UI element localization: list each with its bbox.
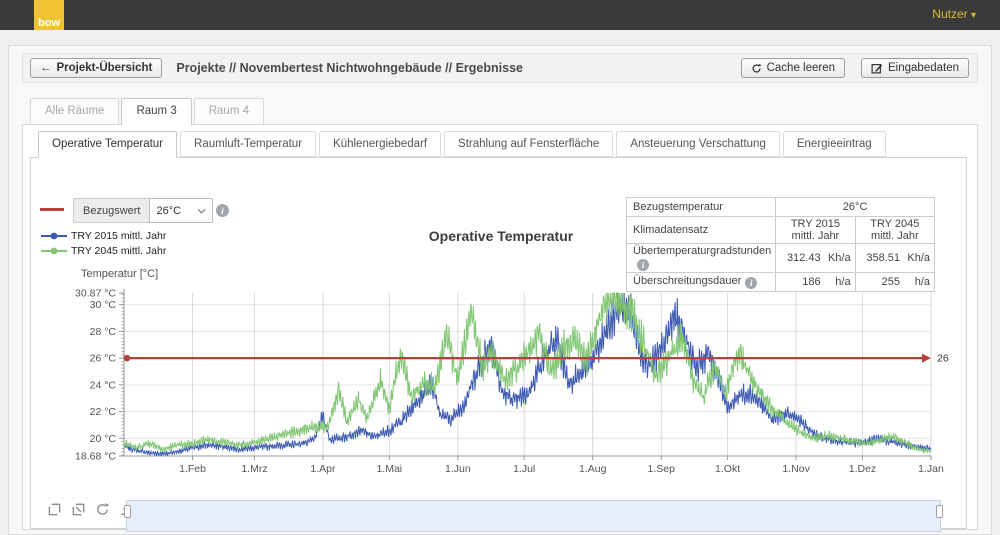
info-icon[interactable]: i (637, 259, 649, 271)
user-menu-label: Nutzer (932, 7, 968, 21)
svg-text:18.68 °C: 18.68 °C (75, 451, 116, 463)
tab-raum-4[interactable]: Raum 4 (193, 98, 265, 124)
line-dot-swatch (41, 232, 67, 240)
zoom-window-icon[interactable] (47, 502, 62, 517)
svg-text:28 °C: 28 °C (90, 326, 117, 338)
table-row: Klimadatensatz TRY 2015 mittl. Jahr TRY … (625, 216, 936, 244)
tab-strahlung-fensterflaeche[interactable]: Strahlung auf Fensterfläche (444, 131, 614, 157)
tab-ansteuerung-verschattung[interactable]: Ansteuerung Verschattung (616, 131, 780, 157)
svg-text:30 °C: 30 °C (90, 299, 117, 311)
svg-text:1.Jun: 1.Jun (445, 463, 471, 475)
chevron-down-icon: ▾ (970, 10, 976, 21)
clear-cache-button[interactable]: Cache leeren (740, 58, 846, 78)
svg-text:24 °C: 24 °C (90, 379, 117, 391)
chart-title: Operative Temperatur (428, 228, 574, 244)
reset-zoom-icon[interactable] (95, 502, 110, 517)
zoom-out-window-icon[interactable] (71, 502, 86, 517)
refresh-icon (751, 63, 762, 74)
tab-energieeintrag[interactable]: Energieeintrag (782, 131, 886, 157)
arrow-left-icon: ← (40, 62, 52, 74)
tab-raum-3[interactable]: Raum 3 (121, 98, 192, 125)
reference-control: Bezugswert 26°C (73, 198, 214, 223)
tab-alle-raeume[interactable]: Alle Räume (30, 98, 120, 124)
svg-text:20 °C: 20 °C (90, 433, 117, 445)
room-tabs: Alle Räume Raum 3 Raum 4 (30, 98, 266, 125)
svg-text:1.Feb: 1.Feb (179, 463, 206, 475)
input-data-button[interactable]: Eingabedaten (861, 58, 969, 78)
table-row: Bezugstemperatur 26°C (625, 197, 935, 217)
range-handle-right[interactable] (936, 505, 943, 518)
reference-temperature-select[interactable]: 26°C (149, 198, 214, 223)
svg-text:1.Sep: 1.Sep (648, 463, 676, 475)
range-handle-left[interactable] (124, 505, 131, 518)
series-legend: TRY 2015 mittl. Jahr TRY 2045 mittl. Jah… (41, 230, 166, 257)
chevron-down-icon (197, 205, 207, 217)
svg-text:1.Jan: 1.Jan (918, 463, 944, 475)
table-row: Überschreitungsdauer i 186 h/a 255 h/a (625, 272, 936, 292)
breadcrumb: Projekte // Novembertest Nichtwohngebäud… (176, 61, 523, 75)
temperature-chart[interactable]: 30.87 °C30 °C 28 °C 26 °C 24 °C 22 °C 20 °C 18… (31, 158, 968, 498)
edit-icon (871, 62, 883, 74)
svg-text:1.Mai: 1.Mai (376, 463, 402, 475)
result-tabs: Operative Temperatur Raumluft-Temperatur… (38, 131, 889, 158)
chart-card: 30.87 °C 30 °C 28 °C 26 °C 24 °C 22 °C 20 °C 18… (30, 157, 968, 532)
svg-text:1.Okt: 1.Okt (715, 463, 740, 475)
back-to-project-overview-button[interactable]: ← Projekt-Übersicht (30, 58, 163, 78)
svg-text:26: 26 (937, 353, 949, 365)
tab-kuehlenergiebedarf[interactable]: Kühlenergiebedarf (319, 131, 442, 157)
reference-label: Bezugswert (73, 198, 150, 223)
svg-text:1.Apr: 1.Apr (310, 463, 336, 475)
chart-toolbar (47, 502, 134, 517)
svg-text:26 °C: 26 °C (90, 353, 117, 365)
tab-operative-temperatur[interactable]: Operative Temperatur (38, 131, 178, 158)
legend-item-try2045[interactable]: TRY 2045 mittl. Jahr (41, 245, 166, 257)
legend-item-try2015[interactable]: TRY 2015 mittl. Jahr (41, 230, 166, 242)
table-row: Übertemperaturgradstundeni 312.43 Kh/a 35… (625, 243, 936, 273)
app-logo[interactable]: bow (34, 0, 64, 30)
svg-text:1.Nov: 1.Nov (782, 463, 810, 475)
breadcrumb-bar: ← Projekt-Übersicht Projekte // November… (22, 53, 978, 83)
reference-info-icon[interactable]: i (216, 204, 229, 217)
svg-text:Temperatur [°C]: Temperatur [°C] (81, 268, 158, 280)
svg-text:22 °C: 22 °C (90, 406, 117, 418)
reference-line-swatch (40, 208, 64, 211)
tab-raumluft-temperatur[interactable]: Raumluft-Temperatur (180, 131, 317, 157)
summary-table: Bezugstemperatur 26°C Klimadatensatz TRY… (625, 197, 936, 292)
range-selector[interactable] (124, 500, 943, 532)
info-icon[interactable]: i (745, 277, 758, 289)
svg-text:1.Jul: 1.Jul (513, 463, 535, 475)
line-dot-swatch (41, 247, 67, 255)
top-bar: bow Nutzer ▾ (0, 0, 1000, 30)
svg-text:30.87 °C: 30.87 °C (75, 288, 116, 300)
svg-text:1.Aug: 1.Aug (579, 463, 607, 475)
svg-text:1.Mrz: 1.Mrz (241, 463, 267, 475)
svg-text:1.Dez: 1.Dez (849, 463, 876, 475)
user-menu[interactable]: Nutzer ▾ (932, 7, 976, 21)
